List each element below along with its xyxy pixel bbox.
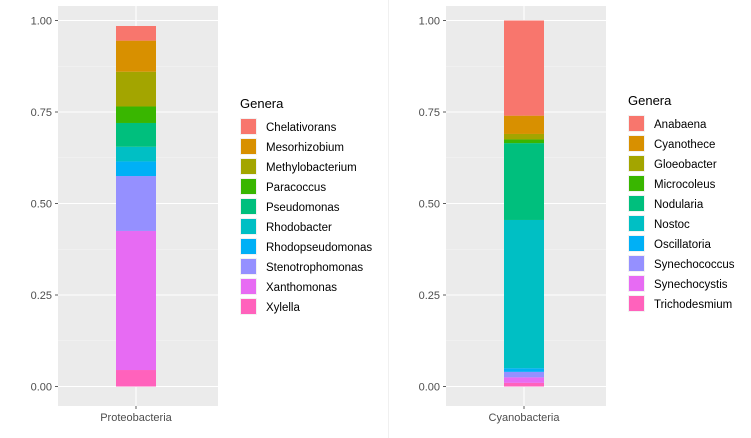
legend-swatch-methylobacterium [241, 159, 256, 174]
legend-swatch-paracoccus [241, 179, 256, 194]
y-tick-label: 0.25 [419, 290, 440, 302]
legend-label: Nodularia [654, 199, 704, 211]
legend-swatch-nostoc [629, 216, 644, 231]
bar-segment-methylobacterium [116, 71, 156, 107]
y-tick-label: 0.50 [31, 199, 52, 211]
bar-segment-rhodobacter [116, 146, 156, 162]
bar-segment-microcoleus [504, 139, 544, 144]
legend-label: Pseudomonas [266, 202, 340, 214]
legend-label: Paracoccus [266, 182, 326, 194]
bar-segment-anabaena [504, 20, 544, 116]
legend-swatch-gloeobacter [629, 156, 644, 171]
bar-segment-pseudomonas [116, 122, 156, 147]
legend-swatch-chelativorans [241, 119, 256, 134]
bar-segment-trichodesmium [504, 382, 544, 387]
chart-panel-2: 0.00 0.25 0.50 0.75 1.00 Cyanobacteria Genera A… [419, 6, 735, 424]
y-tick-label: 0.25 [31, 290, 52, 302]
y-tick-label: 0.00 [419, 382, 440, 394]
legend-swatch-cyanothece [629, 136, 644, 151]
x-tick-label: Cyanobacteria [489, 412, 561, 424]
legend-swatch-synechocystis [629, 276, 644, 291]
bar-segment-xanthomonas [116, 230, 156, 371]
legend-swatch-microcoleus [629, 176, 644, 191]
legend-label: Stenotrophomonas [266, 262, 363, 274]
legend-swatch-mesorhizobium [241, 139, 256, 154]
legend-swatch-oscillatoria [629, 236, 644, 251]
legend-swatch-rhodopseudomonas [241, 239, 256, 254]
legend: Genera Chelativorans Mesorhizobium Methylob… [240, 96, 372, 315]
bar-segment-nodularia [504, 143, 544, 220]
legend-label: Mesorhizobium [266, 142, 344, 154]
bar-segment-rhodopseudomonas [116, 161, 156, 177]
legend-label: Gloeobacter [654, 159, 717, 171]
legend-label: Rhodopseudomonas [266, 242, 372, 254]
legend-swatch-rhodobacter [241, 219, 256, 234]
chart-panel-1: 0.00 0.25 0.50 0.75 1.00 Proteobacteria Genera… [31, 6, 372, 424]
legend-label: Synechococcus [654, 259, 735, 271]
legend: Genera Anabaena Cyanothece Gloeobacter Micro… [628, 93, 735, 312]
legend-title: Genera [628, 93, 672, 108]
legend-swatch-trichodesmium [629, 296, 644, 311]
y-tick-label: 0.00 [31, 382, 52, 394]
legend-label: Xanthomonas [266, 282, 337, 294]
legend-label: Rhodobacter [266, 222, 332, 234]
legend-swatch-synechococcus [629, 256, 644, 271]
legend-label: Cyanothece [654, 139, 715, 151]
bar-segment-paracoccus [116, 106, 156, 123]
legend-label: Chelativorans [266, 122, 337, 134]
y-tick-label: 0.75 [31, 107, 52, 119]
bar-segment-nostoc [504, 219, 544, 369]
bar-segment-synechocystis [504, 377, 544, 383]
legend-swatch-nodularia [629, 196, 644, 211]
legend-label: Synechocystis [654, 279, 728, 291]
legend-label: Trichodesmium [654, 299, 732, 311]
bar-segment-chelativorans [116, 25, 156, 41]
y-tick-label: 1.00 [419, 16, 440, 28]
legend-label: Oscillatoria [654, 239, 711, 251]
legend-swatch-anabaena [629, 116, 644, 131]
legend-swatch-pseudomonas [241, 199, 256, 214]
legend-title: Genera [240, 96, 284, 111]
legend-label: Microcoleus [654, 179, 716, 191]
legend-label: Methylobacterium [266, 162, 357, 174]
y-tick-label: 1.00 [31, 16, 52, 28]
bar-segment-oscillatoria [504, 368, 544, 372]
legend-label: Anabaena [654, 119, 707, 131]
legend-swatch-xanthomonas [241, 279, 256, 294]
legend-label: Xylella [266, 302, 300, 314]
bar-segment-xylella [116, 370, 156, 387]
bar-segment-mesorhizobium [116, 40, 156, 72]
bar-segment-cyanothece [504, 115, 544, 134]
bar-segment-synechococcus [504, 371, 544, 378]
legend-swatch-xylella [241, 299, 256, 314]
legend-swatch-stenotrophomonas [241, 259, 256, 274]
bar-segment-stenotrophomonas [116, 176, 156, 231]
y-tick-label: 0.75 [419, 107, 440, 119]
bar-segment-gloeobacter [504, 133, 544, 140]
y-tick-label: 0.50 [419, 199, 440, 211]
x-tick-label: Proteobacteria [100, 412, 172, 424]
legend-label: Nostoc [654, 219, 690, 231]
